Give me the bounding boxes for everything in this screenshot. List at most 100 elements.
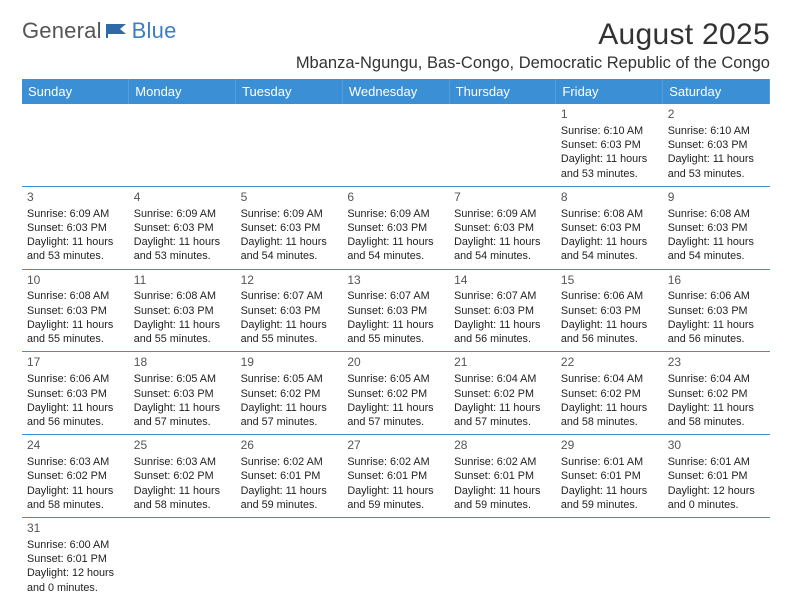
day-sunrise: Sunrise: 6:10 AM [561,124,658,138]
day-sunrise: Sunrise: 6:07 AM [454,289,551,303]
calendar-cell: 23Sunrise: 6:04 AMSunset: 6:02 PMDayligh… [663,352,770,435]
day-sunset: Sunset: 6:01 PM [561,469,658,483]
day-number: 30 [668,438,765,454]
day-number: 21 [454,355,551,371]
day-number: 24 [27,438,124,454]
day-sunrise: Sunrise: 6:06 AM [561,289,658,303]
day-sunset: Sunset: 6:03 PM [561,304,658,318]
calendar-cell: 31Sunrise: 6:00 AMSunset: 6:01 PMDayligh… [22,518,129,600]
day-daylight: Daylight: 11 hours and 56 minutes. [27,401,124,430]
day-sunrise: Sunrise: 6:04 AM [454,372,551,386]
day-daylight: Daylight: 12 hours and 0 minutes. [27,566,124,595]
day-sunset: Sunset: 6:02 PM [454,387,551,401]
brand-part2: Blue [132,18,177,44]
day-number: 28 [454,438,551,454]
day-number: 27 [347,438,444,454]
day-daylight: Daylight: 11 hours and 54 minutes. [347,235,444,264]
calendar-cell: 12Sunrise: 6:07 AMSunset: 6:03 PMDayligh… [236,269,343,352]
day-daylight: Daylight: 11 hours and 58 minutes. [668,401,765,430]
day-sunrise: Sunrise: 6:07 AM [347,289,444,303]
day-number: 13 [347,273,444,289]
day-daylight: Daylight: 11 hours and 59 minutes. [241,484,338,513]
day-sunrise: Sunrise: 6:02 AM [454,455,551,469]
day-sunset: Sunset: 6:03 PM [134,304,231,318]
day-sunset: Sunset: 6:01 PM [241,469,338,483]
calendar-body: 1Sunrise: 6:10 AMSunset: 6:03 PMDaylight… [22,104,770,600]
day-sunset: Sunset: 6:03 PM [668,221,765,235]
calendar-cell: 11Sunrise: 6:08 AMSunset: 6:03 PMDayligh… [129,269,236,352]
day-daylight: Daylight: 11 hours and 54 minutes. [241,235,338,264]
calendar-cell [236,518,343,600]
day-number: 3 [27,190,124,206]
day-sunrise: Sunrise: 6:03 AM [27,455,124,469]
day-sunset: Sunset: 6:03 PM [27,387,124,401]
day-daylight: Daylight: 11 hours and 55 minutes. [134,318,231,347]
day-sunrise: Sunrise: 6:04 AM [561,372,658,386]
calendar-cell: 30Sunrise: 6:01 AMSunset: 6:01 PMDayligh… [663,435,770,518]
calendar-cell: 18Sunrise: 6:05 AMSunset: 6:03 PMDayligh… [129,352,236,435]
day-number: 17 [27,355,124,371]
weekday-header: Sunday [22,79,129,104]
day-sunrise: Sunrise: 6:02 AM [241,455,338,469]
calendar-week: 24Sunrise: 6:03 AMSunset: 6:02 PMDayligh… [22,435,770,518]
day-daylight: Daylight: 11 hours and 57 minutes. [134,401,231,430]
day-sunset: Sunset: 6:03 PM [27,221,124,235]
day-daylight: Daylight: 11 hours and 56 minutes. [454,318,551,347]
calendar-cell: 28Sunrise: 6:02 AMSunset: 6:01 PMDayligh… [449,435,556,518]
day-sunset: Sunset: 6:03 PM [454,221,551,235]
day-daylight: Daylight: 11 hours and 53 minutes. [561,152,658,181]
day-number: 9 [668,190,765,206]
day-number: 5 [241,190,338,206]
day-number: 26 [241,438,338,454]
calendar-cell [449,104,556,186]
calendar-cell [129,104,236,186]
day-sunrise: Sunrise: 6:01 AM [668,455,765,469]
day-number: 16 [668,273,765,289]
day-sunset: Sunset: 6:02 PM [668,387,765,401]
day-sunset: Sunset: 6:03 PM [134,221,231,235]
day-sunrise: Sunrise: 6:09 AM [454,207,551,221]
day-sunset: Sunset: 6:03 PM [241,304,338,318]
day-sunrise: Sunrise: 6:03 AM [134,455,231,469]
day-sunrise: Sunrise: 6:09 AM [134,207,231,221]
calendar-cell [129,518,236,600]
calendar-cell: 22Sunrise: 6:04 AMSunset: 6:02 PMDayligh… [556,352,663,435]
calendar-cell: 20Sunrise: 6:05 AMSunset: 6:02 PMDayligh… [342,352,449,435]
day-sunrise: Sunrise: 6:07 AM [241,289,338,303]
day-sunset: Sunset: 6:02 PM [27,469,124,483]
day-number: 12 [241,273,338,289]
title-block: August 2025 Mbanza-Ngungu, Bas-Congo, De… [296,18,770,73]
weekday-row: SundayMondayTuesdayWednesdayThursdayFrid… [22,79,770,104]
day-sunset: Sunset: 6:02 PM [241,387,338,401]
day-daylight: Daylight: 11 hours and 57 minutes. [241,401,338,430]
brand-part1: General [22,18,102,44]
day-number: 7 [454,190,551,206]
day-sunrise: Sunrise: 6:05 AM [347,372,444,386]
day-sunrise: Sunrise: 6:09 AM [27,207,124,221]
day-daylight: Daylight: 11 hours and 54 minutes. [668,235,765,264]
calendar-cell: 3Sunrise: 6:09 AMSunset: 6:03 PMDaylight… [22,186,129,269]
day-sunrise: Sunrise: 6:08 AM [668,207,765,221]
calendar-cell: 26Sunrise: 6:02 AMSunset: 6:01 PMDayligh… [236,435,343,518]
calendar-cell: 16Sunrise: 6:06 AMSunset: 6:03 PMDayligh… [663,269,770,352]
day-number: 18 [134,355,231,371]
day-number: 29 [561,438,658,454]
day-daylight: Daylight: 11 hours and 56 minutes. [561,318,658,347]
day-number: 20 [347,355,444,371]
calendar-head: SundayMondayTuesdayWednesdayThursdayFrid… [22,79,770,104]
calendar-cell: 7Sunrise: 6:09 AMSunset: 6:03 PMDaylight… [449,186,556,269]
calendar-cell [342,518,449,600]
day-sunset: Sunset: 6:03 PM [668,304,765,318]
calendar-cell: 13Sunrise: 6:07 AMSunset: 6:03 PMDayligh… [342,269,449,352]
location-subtitle: Mbanza-Ngungu, Bas-Congo, Democratic Rep… [296,54,770,73]
day-number: 1 [561,107,658,123]
day-number: 2 [668,107,765,123]
day-sunrise: Sunrise: 6:08 AM [561,207,658,221]
day-sunset: Sunset: 6:03 PM [668,138,765,152]
day-sunset: Sunset: 6:03 PM [134,387,231,401]
day-sunset: Sunset: 6:02 PM [134,469,231,483]
calendar-cell [22,104,129,186]
calendar-cell: 2Sunrise: 6:10 AMSunset: 6:03 PMDaylight… [663,104,770,186]
day-sunset: Sunset: 6:03 PM [347,221,444,235]
day-number: 11 [134,273,231,289]
